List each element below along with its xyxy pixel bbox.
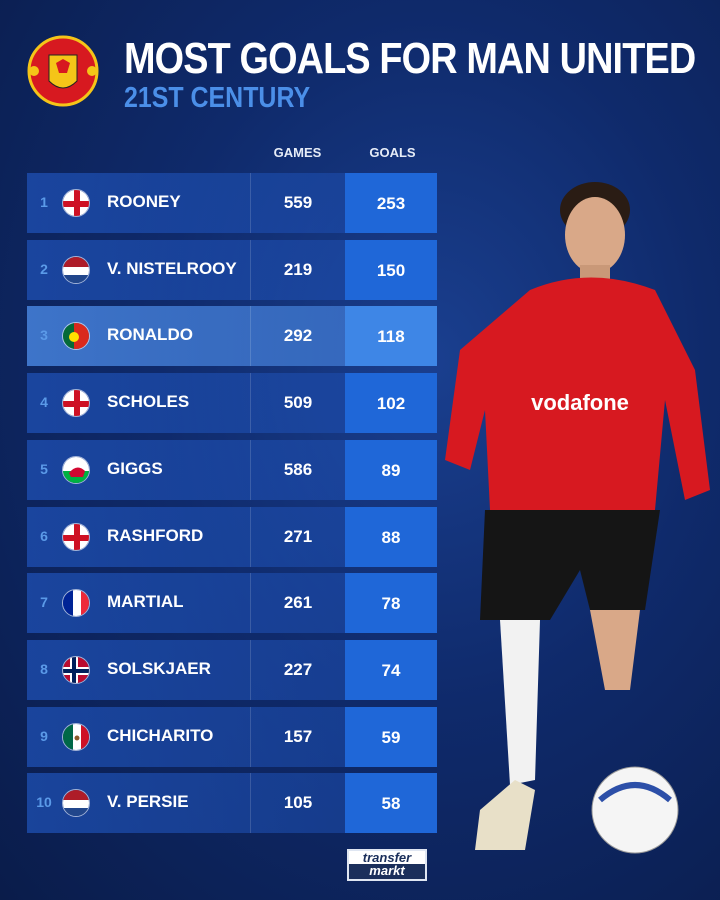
player-name: GIGGS	[107, 458, 163, 478]
france-flag-icon	[62, 589, 90, 618]
page-title: MOST GOALS FOR MAN UNITED	[124, 34, 696, 83]
goals-value: 150	[345, 239, 437, 300]
norway-flag-icon	[62, 655, 90, 684]
rank: 10	[36, 794, 52, 811]
player-name: V. NISTELROOY	[107, 258, 237, 278]
table-row: 1 ROONEY 559 253	[27, 173, 437, 233]
games-value: 227	[250, 639, 345, 700]
player-name: ROONEY	[107, 192, 181, 211]
goals-value: 78	[345, 573, 437, 634]
player-name: SOLSKJAER	[107, 658, 211, 678]
goals-value: 253	[345, 173, 437, 233]
logo-text-bottom: markt	[369, 863, 405, 878]
table-row: 6 RASHFORD 271 88	[27, 506, 437, 567]
column-header-games: GAMES	[273, 145, 322, 160]
wales-flag-icon	[62, 455, 90, 484]
goals-value: 59	[345, 706, 437, 767]
transfermarkt-logo: transfer markt	[347, 849, 427, 881]
player-name: RONALDO	[107, 325, 193, 345]
rank: 8	[40, 660, 48, 677]
rank: 3	[40, 327, 48, 344]
netherlands-flag-icon	[62, 789, 90, 818]
netherlands-flag-icon	[62, 255, 90, 284]
column-header-goals: GOALS	[369, 145, 416, 160]
games-value: 261	[250, 573, 345, 634]
rank: 9	[40, 727, 48, 744]
games-value: 509	[250, 373, 345, 434]
england-flag-icon	[62, 522, 90, 551]
games-value: 559	[250, 173, 345, 233]
rank: 6	[40, 527, 48, 544]
table-row: 9 CHICHARITO 157 59	[27, 706, 437, 767]
table-row: 3 RONALDO 292 118	[27, 306, 437, 367]
portugal-flag-icon	[62, 322, 90, 351]
england-flag-icon	[62, 389, 90, 418]
table-row: 4 SCHOLES 509 102	[27, 373, 437, 434]
table-row: 5 GIGGS 586 89	[27, 439, 437, 500]
goals-value: 58	[345, 773, 437, 834]
table-row: 10 V. PERSIE 105 58	[27, 773, 437, 834]
games-value: 105	[250, 773, 345, 834]
svg-text:vodafone: vodafone	[531, 390, 629, 415]
player-name: MARTIAL	[107, 592, 184, 612]
games-value: 292	[250, 306, 345, 367]
table-row: 2 V. NISTELROOY 219 150	[27, 239, 437, 300]
mexico-flag-icon	[62, 722, 90, 751]
rank: 1	[40, 194, 48, 210]
games-value: 219	[250, 239, 345, 300]
player-name: V. PERSIE	[107, 792, 189, 812]
table-row: 7 MARTIAL 261 78	[27, 573, 437, 634]
page-subtitle: 21ST CENTURY	[124, 82, 311, 114]
goals-value: 74	[345, 639, 437, 700]
england-flag-icon	[62, 189, 90, 217]
manchester-united-crest	[27, 35, 99, 107]
player-name: CHICHARITO	[107, 725, 214, 745]
rank: 7	[40, 594, 48, 611]
goals-value: 118	[345, 306, 437, 367]
rank: 4	[40, 394, 48, 411]
rank: 5	[40, 460, 48, 477]
games-value: 271	[250, 506, 345, 567]
player-name: RASHFORD	[107, 525, 204, 545]
games-value: 157	[250, 706, 345, 767]
games-value: 586	[250, 439, 345, 500]
table-row: 8 SOLSKJAER 227 74	[27, 639, 437, 700]
rank: 2	[40, 260, 48, 277]
player-photo: vodafone	[445, 182, 710, 854]
goals-value: 88	[345, 506, 437, 567]
player-name: SCHOLES	[107, 392, 190, 412]
goals-value: 102	[345, 373, 437, 434]
goals-value: 89	[345, 439, 437, 500]
logo-text-top: transfer	[349, 851, 425, 864]
